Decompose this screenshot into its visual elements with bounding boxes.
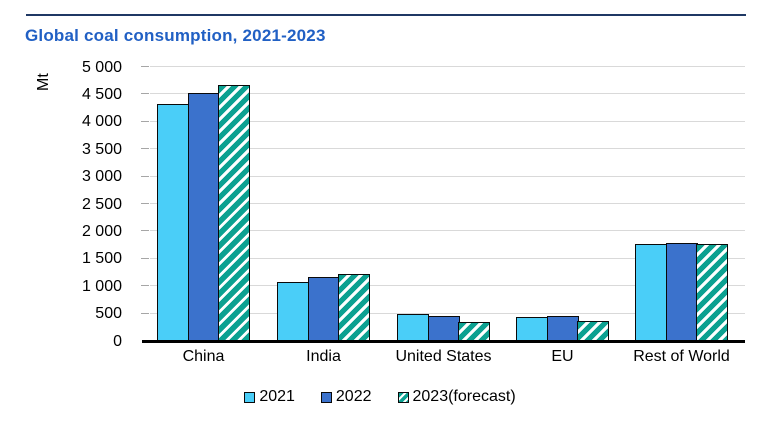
- bar-2022-india: [307, 277, 340, 341]
- x-axis-line: [142, 340, 745, 343]
- bar-2023-forecast-united-states: [458, 321, 490, 341]
- y-tick-label-5000: 5 000: [81, 58, 122, 76]
- bar-group-india: [277, 273, 370, 341]
- x-label-china: China: [182, 348, 225, 365]
- y-tick-2500: [141, 203, 149, 204]
- bar-2022-china: [187, 93, 220, 341]
- y-tick-1000: [141, 285, 149, 287]
- y-tick-label-3000: 3 000: [81, 168, 122, 186]
- bar-2023-forecast-china: [218, 84, 250, 341]
- y-tick-label-3500: 3 500: [81, 140, 122, 158]
- gridline-3500: [150, 148, 745, 150]
- gridline-1000: [150, 285, 745, 287]
- bar-2023-forecast-india: [338, 273, 370, 341]
- bar-2021-eu: [516, 316, 548, 341]
- y-tick-500: [141, 312, 149, 314]
- y-tick-label-2000: 2 000: [81, 222, 122, 240]
- bar-group-united-states: [397, 314, 490, 341]
- legend-item-2022: 2022: [320, 388, 372, 406]
- top-rule-divider: [26, 14, 746, 16]
- bar-2022-eu: [546, 316, 579, 341]
- legend-swatch-2023-forecast: [397, 391, 409, 403]
- legend-swatch-2022: [320, 391, 332, 403]
- bar-2022-united-states: [427, 316, 460, 341]
- y-tick-label-0: 0: [113, 332, 122, 350]
- x-label-united-states: United States: [395, 348, 492, 365]
- x-label-india: India: [306, 348, 341, 365]
- bar-2021-united-states: [397, 314, 429, 341]
- chart-title: Global coal consumption, 2021-2023: [25, 26, 326, 45]
- bar-group-china: [157, 84, 250, 341]
- bar-2021-china: [157, 104, 189, 341]
- legend-label-2022: 2022: [335, 388, 372, 405]
- bar-2023-forecast-rest-of-world: [696, 243, 728, 341]
- legend-item-2021: 2021: [244, 388, 295, 406]
- gridline-2500: [150, 203, 745, 204]
- gridline-4500: [150, 93, 745, 95]
- bar-group-rest-of-world: [635, 243, 728, 341]
- y-tick-label-1500: 1 500: [81, 250, 122, 268]
- gridline-4000: [150, 120, 745, 122]
- y-tick-3500: [141, 148, 149, 150]
- gridline-1500: [150, 257, 745, 259]
- gridline-5000: [150, 66, 745, 67]
- gridline-500: [150, 312, 745, 314]
- y-tick-1500: [141, 257, 149, 259]
- legend-swatch-2021: [244, 391, 256, 403]
- y-tick-2000: [141, 230, 149, 232]
- bar-group-eu: [516, 316, 609, 341]
- x-label-rest-of-world: Rest of World: [633, 348, 730, 365]
- y-tick-label-500: 500: [95, 305, 122, 323]
- y-tick-4000: [141, 120, 149, 122]
- gridline-2000: [150, 230, 745, 232]
- y-tick-5000: [141, 66, 149, 67]
- plot-area: [141, 66, 745, 343]
- legend-item-2023-forecast: 2023(forecast): [397, 388, 516, 406]
- gridline-3000: [150, 175, 745, 177]
- y-tick-label-4000: 4 000: [81, 113, 122, 131]
- chart-legend: 2021 2022 2023(forecast): [0, 388, 760, 406]
- bar-2022-rest-of-world: [665, 243, 698, 341]
- y-tick-3000: [141, 175, 149, 177]
- y-tick-4500: [141, 93, 149, 95]
- bar-2023-forecast-eu: [577, 321, 609, 341]
- y-tick-label-1000: 1 000: [81, 277, 122, 295]
- legend-label-2021: 2021: [259, 388, 295, 405]
- bar-2021-rest-of-world: [635, 244, 667, 341]
- y-tick-label-4500: 4 500: [81, 85, 122, 103]
- y-tick-label-2500: 2 500: [81, 195, 122, 213]
- legend-label-2023-forecast: 2023(forecast): [412, 388, 516, 405]
- x-label-eu: EU: [551, 348, 574, 365]
- bar-2021-india: [277, 282, 309, 341]
